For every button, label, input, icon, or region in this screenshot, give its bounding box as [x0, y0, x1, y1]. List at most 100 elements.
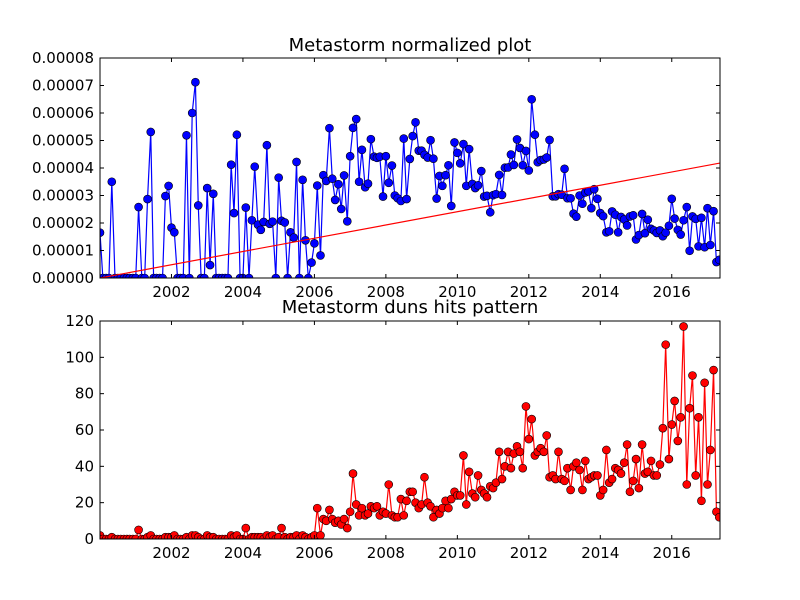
- data-point-bottom: [369, 503, 379, 513]
- data-point-top: [482, 191, 492, 201]
- data-point-top: [146, 127, 156, 137]
- data-point-bottom: [593, 471, 602, 480]
- data-point-bottom: [327, 514, 337, 524]
- data-point-bottom: [366, 501, 376, 511]
- data-point-bottom: [527, 414, 536, 424]
- data-point-top: [101, 273, 111, 278]
- chart-title-bottom: Metastorm duns hits pattern: [281, 297, 539, 318]
- data-point-top: [432, 194, 441, 203]
- data-point-top: [542, 153, 551, 162]
- data-point-bottom: [191, 531, 200, 539]
- data-point-bottom: [584, 474, 593, 484]
- data-point-bottom: [569, 462, 578, 471]
- data-point-top: [533, 157, 543, 167]
- data-point-top: [688, 212, 697, 221]
- data-point-bottom: [170, 531, 179, 539]
- data-point-top: [589, 184, 599, 194]
- data-point-bottom: [125, 534, 134, 539]
- data-point-top: [119, 273, 129, 278]
- data-point-top: [280, 218, 290, 227]
- data-point-top: [304, 273, 313, 278]
- data-point-top: [551, 192, 560, 201]
- data-point-top: [709, 206, 718, 216]
- data-point-top: [316, 251, 325, 260]
- data-point-bottom: [208, 532, 218, 539]
- data-point-bottom: [676, 412, 685, 422]
- data-point-top: [325, 123, 334, 133]
- data-point-bottom: [137, 534, 147, 539]
- x-tick-label-bottom: 2012: [510, 544, 548, 562]
- data-point-bottom: [616, 469, 626, 478]
- data-point-bottom: [679, 322, 688, 331]
- data-point-top: [476, 166, 486, 176]
- data-point-bottom: [357, 503, 367, 513]
- data-point-bottom: [712, 507, 720, 517]
- data-point-bottom: [670, 396, 679, 406]
- data-point-bottom: [446, 494, 456, 504]
- data-point-top: [661, 228, 670, 237]
- data-point-bottom: [319, 514, 328, 524]
- data-point-top: [566, 193, 575, 203]
- data-point-bottom: [196, 534, 206, 539]
- data-point-bottom: [345, 507, 355, 517]
- data-point-bottom: [468, 489, 477, 498]
- data-point-bottom: [673, 436, 683, 446]
- data-point-top: [444, 160, 453, 170]
- data-point-top: [396, 196, 406, 206]
- data-point-bottom: [470, 492, 480, 502]
- data-point-bottom: [709, 365, 718, 375]
- data-point-bottom: [217, 534, 227, 539]
- data-point-top: [426, 135, 435, 145]
- data-point-bottom: [185, 534, 194, 539]
- data-point-top: [411, 118, 420, 127]
- data-point-top: [155, 273, 164, 278]
- data-point-top: [205, 260, 215, 270]
- data-point-top: [277, 216, 286, 226]
- data-point-top: [497, 190, 507, 200]
- data-point-top: [182, 130, 191, 140]
- y-tick-label-bottom: 120: [65, 312, 94, 330]
- series-line-top: [100, 82, 720, 278]
- data-point-bottom: [226, 531, 236, 539]
- data-point-top: [339, 171, 349, 180]
- data-point-top: [100, 228, 105, 237]
- data-point-bottom: [393, 512, 402, 522]
- data-point-bottom: [411, 498, 420, 507]
- data-point-bottom: [116, 534, 126, 539]
- data-point-bottom: [506, 463, 516, 473]
- data-point-top: [468, 179, 477, 189]
- data-point-bottom: [509, 449, 519, 458]
- data-point-bottom: [110, 534, 120, 539]
- data-point-top: [408, 131, 417, 141]
- data-point-top: [593, 194, 602, 204]
- data-point-bottom: [122, 534, 132, 539]
- data-point-top: [509, 160, 519, 170]
- data-point-bottom: [182, 532, 191, 539]
- data-point-top: [259, 217, 268, 227]
- data-point-bottom: [232, 531, 242, 539]
- data-point-top: [455, 159, 465, 168]
- data-point-top: [375, 152, 385, 162]
- data-point-top: [563, 193, 572, 203]
- data-point-top: [217, 273, 227, 278]
- data-point-bottom: [694, 412, 703, 422]
- data-point-top: [140, 273, 149, 278]
- data-point-top: [441, 170, 450, 180]
- data-point-top: [354, 177, 364, 187]
- data-point-top: [575, 191, 584, 200]
- data-point-bottom: [542, 431, 551, 440]
- data-point-bottom: [488, 483, 498, 493]
- data-point-bottom: [473, 471, 483, 480]
- data-point-top: [137, 273, 147, 278]
- data-point-top: [351, 114, 361, 124]
- data-point-top: [128, 273, 138, 278]
- data-point-bottom: [441, 496, 450, 506]
- data-point-bottom: [426, 501, 435, 511]
- data-point-bottom: [134, 525, 143, 535]
- data-point-top: [110, 273, 120, 278]
- data-point-top: [515, 143, 525, 153]
- data-point-bottom: [515, 447, 525, 457]
- data-point-top: [187, 108, 197, 118]
- data-point-top: [598, 211, 608, 221]
- data-point-top: [667, 194, 677, 204]
